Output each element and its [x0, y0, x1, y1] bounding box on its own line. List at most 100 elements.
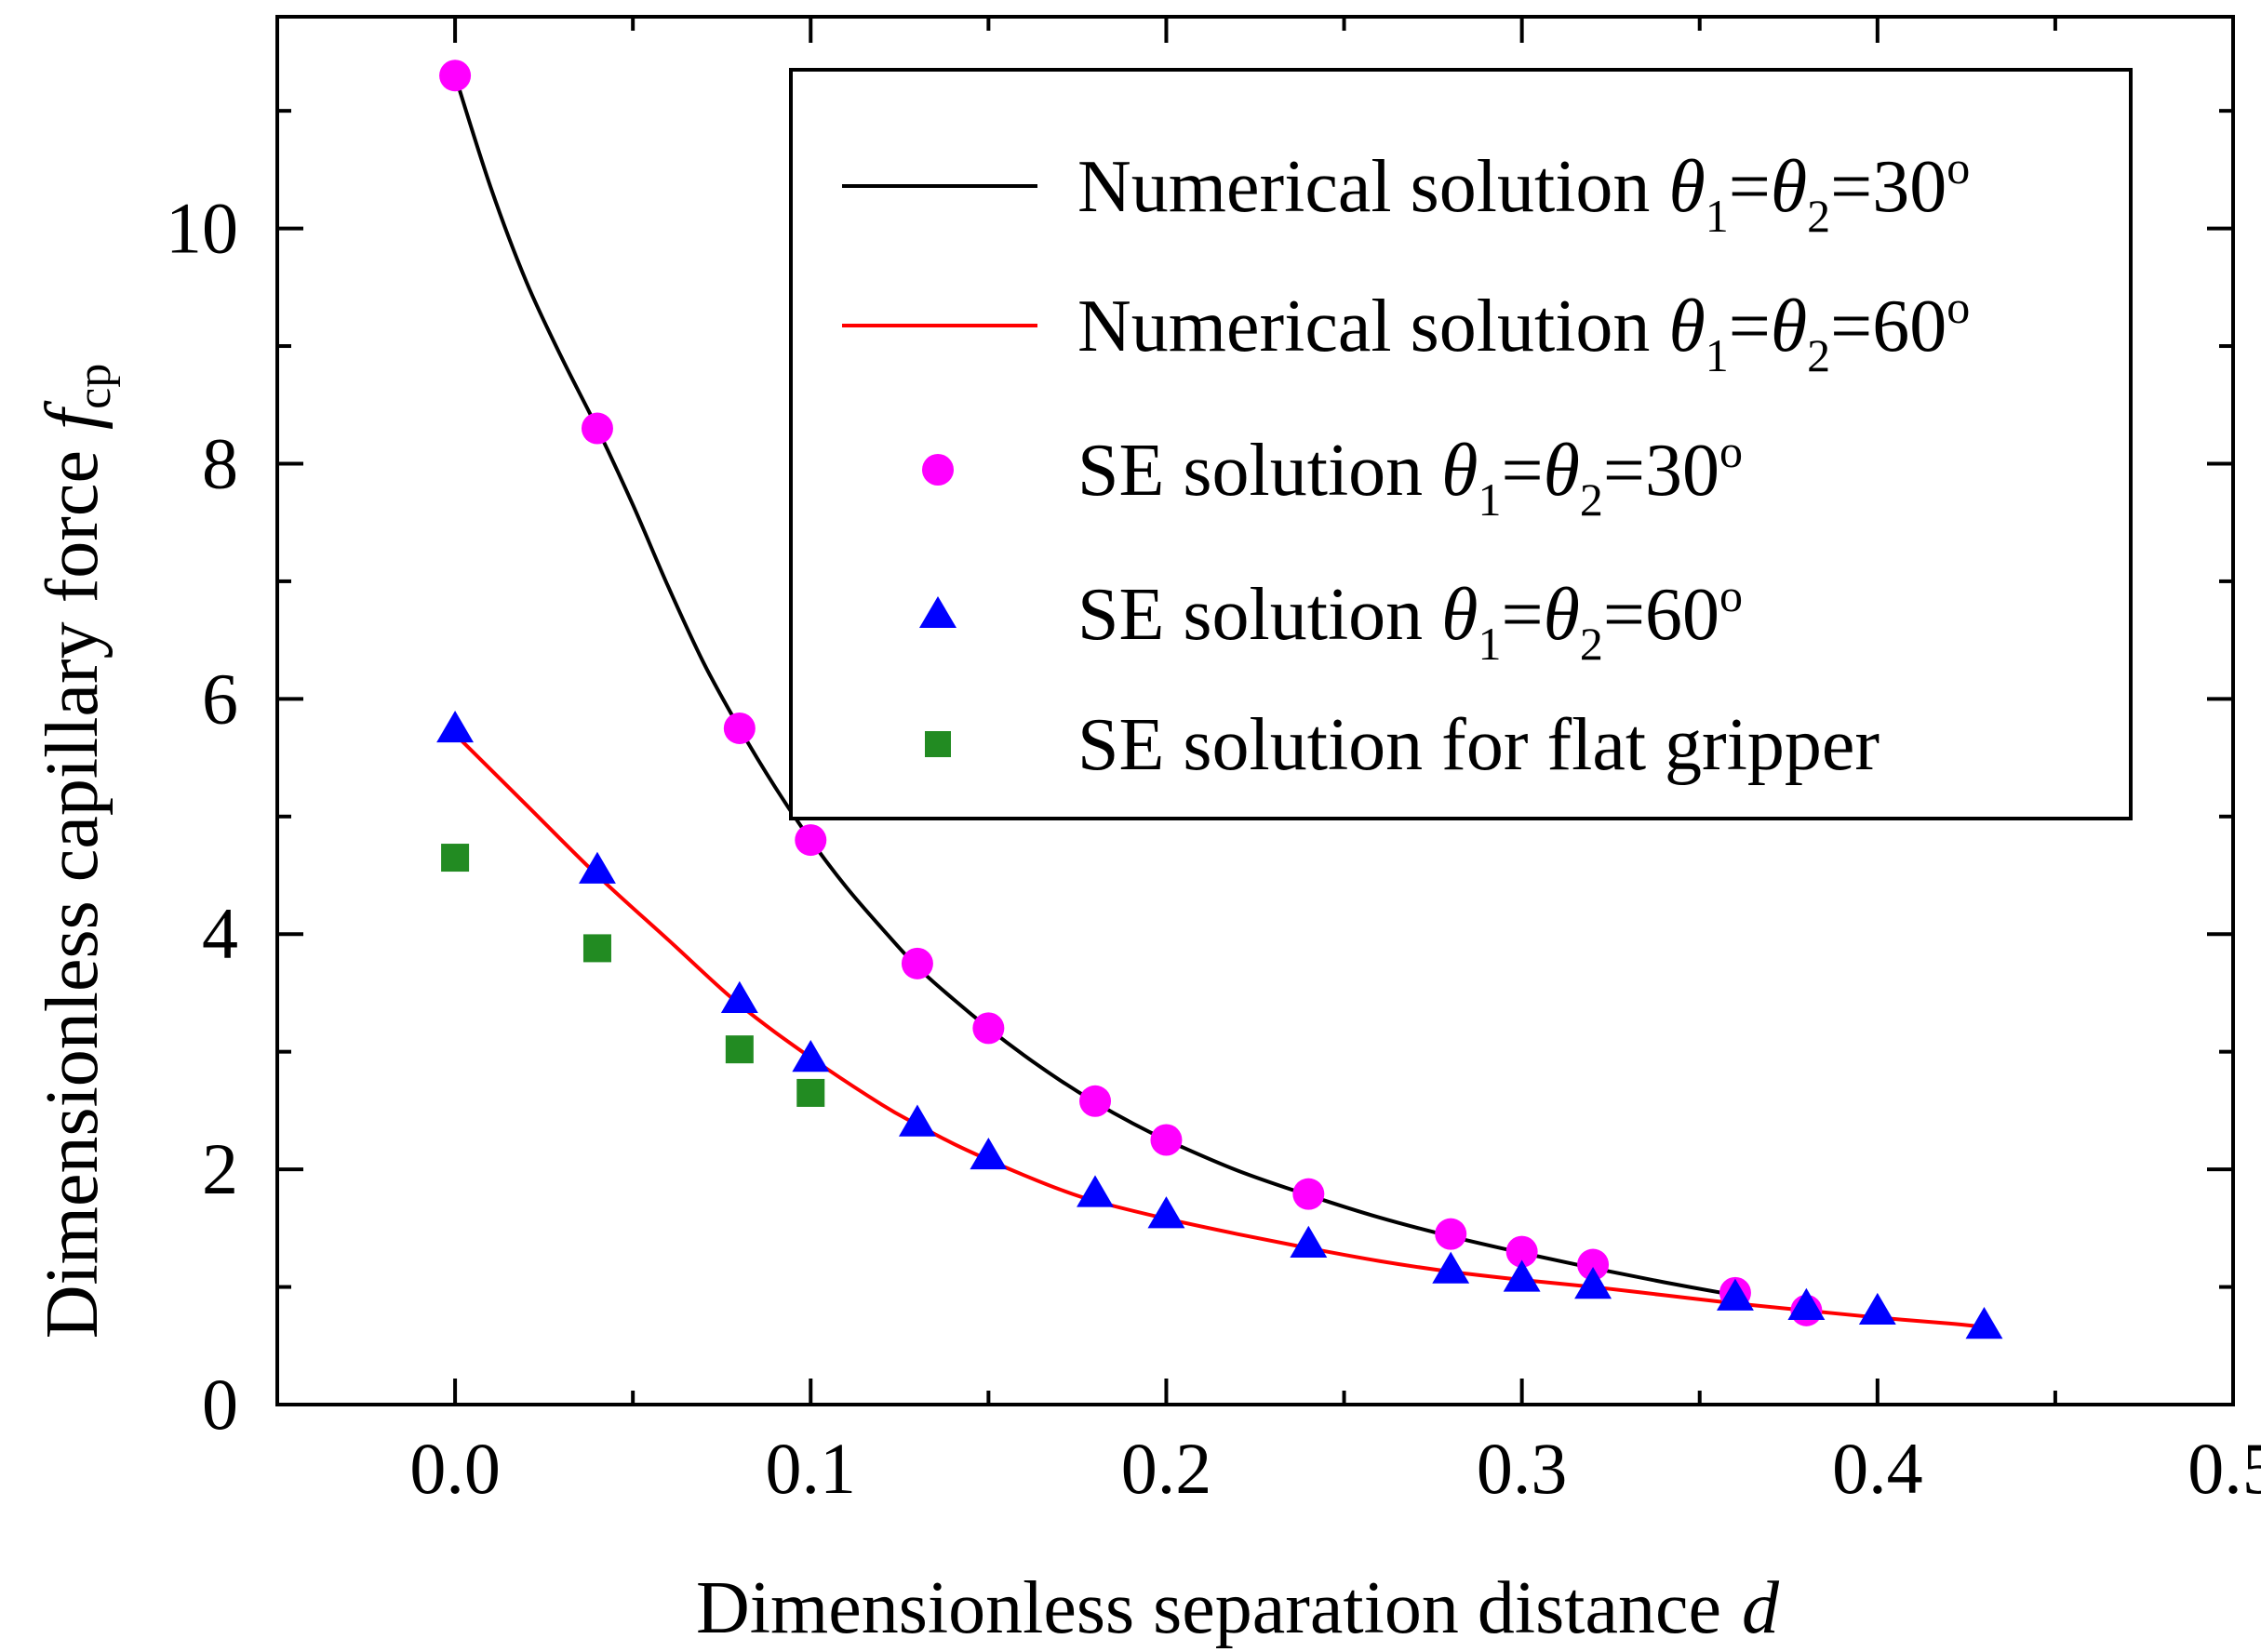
data-point: [581, 412, 613, 445]
data-point: [1577, 1248, 1610, 1281]
y-tick-label: 0: [202, 1364, 238, 1445]
legend-equals: =: [1830, 146, 1872, 228]
x-tick-label: 0.3: [1477, 1428, 1568, 1509]
legend-label-prefix: SE solution for flat gripper: [1077, 704, 1880, 786]
legend-theta: θ: [1771, 146, 1807, 228]
x-tick-label: 0.5: [2187, 1428, 2261, 1509]
legend-symbol-3: [919, 596, 957, 628]
data-point: [1858, 1292, 1896, 1326]
data-point: [1079, 1085, 1112, 1117]
data-point: [898, 1104, 936, 1137]
data-point: [720, 980, 758, 1013]
data-point: [1716, 1278, 1754, 1311]
legend-symbol-4: [925, 731, 951, 757]
legend-degree: o: [1719, 569, 1743, 621]
y-axis-title-sub: cp: [68, 364, 121, 409]
legend-box: [789, 68, 2133, 820]
x-tick-label: 0.4: [1832, 1428, 1923, 1509]
legend-sub: 2: [1807, 329, 1830, 381]
data-point: [1147, 1196, 1185, 1229]
legend-degree: o: [1947, 141, 1970, 193]
data-point: [795, 824, 827, 857]
legend-equals: =: [1729, 286, 1771, 367]
legend-theta: θ: [1441, 574, 1478, 656]
legend-degree: o: [1947, 281, 1970, 333]
data-point: [901, 947, 933, 979]
legend-label-prefix: SE solution: [1077, 430, 1441, 512]
legend-sub: 1: [1706, 190, 1729, 242]
data-point: [1150, 1124, 1183, 1156]
x-tick-label: 0.2: [1121, 1428, 1212, 1509]
legend-theta: θ: [1544, 430, 1580, 512]
legend-theta: θ: [1668, 146, 1705, 228]
legend-equals: =: [1603, 574, 1645, 656]
legend-equals: =: [1501, 574, 1543, 656]
series-4: [441, 844, 825, 1107]
data-point: [1292, 1178, 1325, 1210]
legend-angle: 60: [1872, 286, 1947, 367]
legend-marker: [925, 731, 951, 757]
legend-equals: =: [1830, 286, 1872, 367]
x-tick-label: 0.1: [766, 1428, 857, 1509]
series-1: [453, 732, 1985, 1329]
legend-sub: 1: [1478, 473, 1501, 526]
legend-label-4: SE solution for flat gripper: [1077, 704, 1880, 786]
x-axis-title-var: d: [1742, 1567, 1780, 1649]
legend-sub: 1: [1478, 618, 1501, 670]
x-tick-label: 0.0: [409, 1428, 501, 1509]
axes: 0.0 0.1 0.2 0.3 0.4 0.5 0 2 4 6 8 10: [166, 15, 2261, 1509]
plot-frame: [275, 15, 2235, 1406]
legend-equals: =: [1729, 146, 1771, 228]
data-point: [1290, 1225, 1328, 1258]
y-axis-title-text: Dimensionless capillary force: [32, 450, 114, 1339]
data-point: [1077, 1175, 1114, 1207]
legend-sub: 2: [1807, 190, 1830, 242]
legend-sub: 2: [1580, 618, 1603, 670]
data-point: [723, 712, 756, 744]
y-axis-title: Dimensionless capillary forcefcp: [32, 364, 121, 1339]
legend-angle: 30: [1645, 430, 1719, 512]
data-point: [1435, 1218, 1467, 1250]
legend-equals: =: [1603, 430, 1645, 512]
data-point: [1505, 1235, 1538, 1268]
legend-sub: 2: [1580, 473, 1603, 526]
y-tick-label: 8: [202, 422, 238, 503]
series-3: [436, 710, 2003, 1339]
legend-angle: 30: [1872, 146, 1947, 228]
legend-marker: [919, 596, 957, 628]
y-tick-label: 6: [202, 658, 238, 739]
legend-degree: o: [1719, 425, 1743, 477]
data-point: [1432, 1251, 1470, 1284]
legend-sub: 1: [1706, 329, 1729, 381]
plot-area: [436, 60, 2003, 1339]
legend-label-1: Numerical solution θ1=θ2=60o: [1077, 281, 1970, 381]
x-axis-title-text: Dimensionless separation distance: [696, 1567, 1721, 1649]
data-point: [1965, 1307, 2003, 1339]
data-point: [441, 844, 470, 873]
legend-theta: θ: [1441, 430, 1478, 512]
data-point: [439, 60, 472, 92]
legend-theta: θ: [1544, 574, 1580, 656]
legend-label-3: SE solution θ1=θ2=60o: [1077, 569, 1743, 670]
data-point: [970, 1137, 1008, 1170]
y-tick-label: 4: [202, 893, 238, 974]
series-line: [453, 732, 1985, 1329]
legend-label-prefix: Numerical solution: [1077, 146, 1668, 228]
y-tick-label: 2: [202, 1128, 238, 1209]
legend-marker: [922, 454, 954, 486]
data-point: [725, 1035, 754, 1064]
data-point: [792, 1040, 830, 1072]
legend-angle: 60: [1645, 574, 1719, 656]
data-point: [436, 710, 475, 743]
data-point: [579, 851, 616, 884]
y-tick-label: 10: [166, 188, 238, 269]
data-point: [582, 934, 611, 963]
data-point: [1574, 1267, 1612, 1299]
legend-label-prefix: SE solution: [1077, 574, 1441, 656]
legend-theta: θ: [1668, 286, 1705, 367]
x-axis-title: Dimensionless separation distance d: [696, 1567, 1780, 1649]
legend-label-2: SE solution θ1=θ2=30o: [1077, 425, 1743, 526]
legend-label-prefix: Numerical solution: [1077, 286, 1668, 367]
